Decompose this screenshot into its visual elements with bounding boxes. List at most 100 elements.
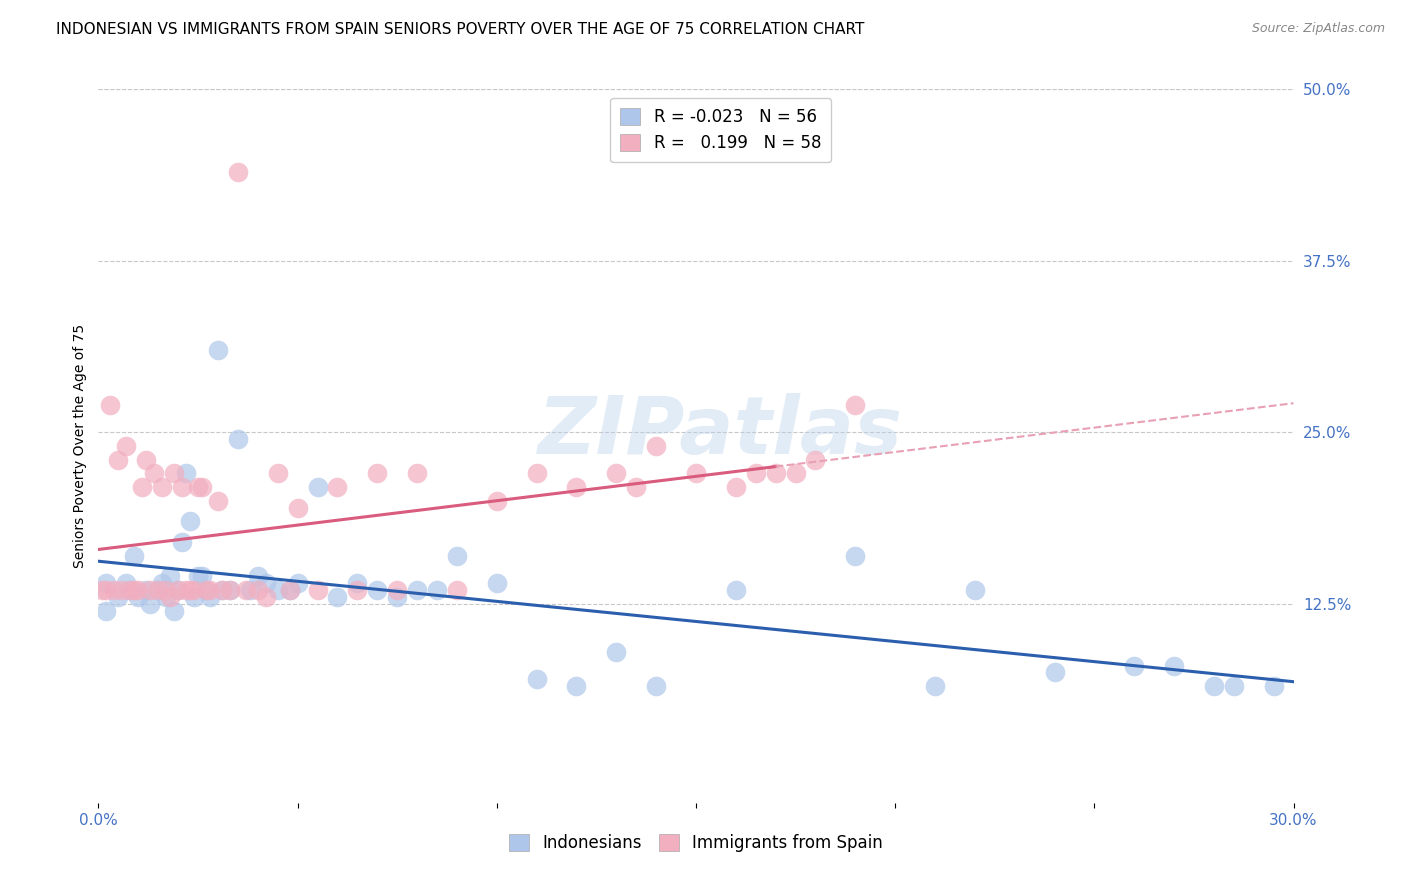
Point [287, 576, 309, 591]
Point [174, 467, 197, 481]
Point [226, 432, 249, 446]
Point [287, 500, 309, 515]
Point [207, 494, 229, 508]
Point [172, 535, 194, 549]
Point [685, 467, 707, 481]
Point [235, 583, 257, 598]
Point [96, 583, 118, 598]
Point [645, 439, 668, 453]
Point [115, 576, 138, 591]
Point [183, 590, 205, 604]
Point [211, 583, 233, 598]
Point [124, 549, 146, 563]
Point [115, 439, 138, 453]
Point [278, 583, 301, 598]
Point [254, 576, 277, 591]
Point [526, 467, 548, 481]
Point [254, 590, 277, 604]
Point [267, 583, 290, 598]
Point [844, 398, 866, 412]
Point [135, 583, 157, 598]
Point [307, 583, 329, 598]
Point [326, 590, 349, 604]
Y-axis label: Seniors Poverty Over the Age of 75: Seniors Poverty Over the Age of 75 [73, 324, 87, 568]
Point [485, 576, 508, 591]
Point [183, 583, 205, 598]
Point [120, 583, 142, 598]
Point [148, 583, 170, 598]
Point [107, 590, 129, 604]
Point [219, 583, 242, 598]
Point [1202, 679, 1225, 693]
Point [366, 583, 388, 598]
Point [246, 569, 269, 583]
Point [844, 549, 866, 563]
Point [246, 583, 269, 598]
Point [107, 452, 129, 467]
Point [1123, 658, 1146, 673]
Point [385, 590, 409, 604]
Point [179, 583, 201, 598]
Point [267, 467, 290, 481]
Point [1263, 679, 1285, 693]
Point [346, 583, 368, 598]
Point [96, 576, 118, 591]
Point [605, 467, 627, 481]
Point [187, 480, 209, 494]
Point [526, 673, 548, 687]
Point [131, 480, 153, 494]
Point [724, 480, 747, 494]
Point [385, 583, 409, 598]
Point [127, 590, 149, 604]
Point [150, 480, 173, 494]
Point [155, 590, 177, 604]
Point [278, 583, 301, 598]
Point [963, 583, 986, 598]
Text: Source: ZipAtlas.com: Source: ZipAtlas.com [1251, 22, 1385, 36]
Point [98, 398, 122, 412]
Point [124, 583, 146, 598]
Point [91, 583, 114, 598]
Point [446, 549, 468, 563]
Point [446, 583, 468, 598]
Point [195, 583, 218, 598]
Point [485, 494, 508, 508]
Point [120, 583, 142, 598]
Point [626, 480, 648, 494]
Point [148, 583, 170, 598]
Point [239, 583, 262, 598]
Point [127, 583, 149, 598]
Point [1223, 679, 1246, 693]
Point [1163, 658, 1185, 673]
Point [211, 583, 233, 598]
Text: ZIPatlas: ZIPatlas [537, 392, 903, 471]
Point [111, 583, 134, 598]
Point [159, 569, 181, 583]
Point [150, 576, 173, 591]
Point [745, 467, 768, 481]
Point [96, 604, 118, 618]
Point [724, 583, 747, 598]
Point [139, 583, 162, 598]
Point [155, 583, 177, 598]
Point [1043, 665, 1066, 680]
Point [207, 343, 229, 357]
Point [174, 583, 197, 598]
Point [406, 467, 429, 481]
Point [143, 467, 166, 481]
Point [406, 583, 429, 598]
Point [605, 645, 627, 659]
Point [219, 583, 242, 598]
Point [195, 583, 218, 598]
Point [307, 480, 329, 494]
Point [191, 480, 214, 494]
Point [191, 569, 214, 583]
Point [765, 467, 787, 481]
Text: INDONESIAN VS IMMIGRANTS FROM SPAIN SENIORS POVERTY OVER THE AGE OF 75 CORRELATI: INDONESIAN VS IMMIGRANTS FROM SPAIN SENI… [56, 22, 865, 37]
Legend: Indonesians, Immigrants from Spain: Indonesians, Immigrants from Spain [502, 827, 890, 859]
Point [804, 452, 827, 467]
Point [565, 679, 588, 693]
Point [226, 164, 249, 178]
Point [163, 467, 186, 481]
Point [346, 576, 368, 591]
